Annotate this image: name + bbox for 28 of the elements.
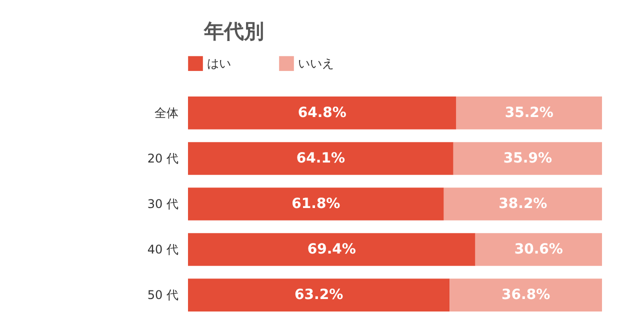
data-label: 38.2% [498,196,548,212]
bar [188,188,444,220]
y-tick-label: 40 代 [147,242,178,257]
data-label: 36.8% [502,287,550,304]
bar [453,142,602,175]
data-label: 69.4% [307,242,356,258]
bar [188,96,456,130]
data-label: 35.2% [504,104,554,121]
chart-title: 年代別 [203,19,264,43]
data-label: 35.9% [503,150,552,166]
bar [456,96,602,130]
data-label: 61.8% [292,196,340,212]
bar [188,142,454,175]
y-tick-label: 20 代 [147,151,178,166]
data-label: 64.1% [296,150,345,166]
legend-label: いいえ [298,56,334,71]
data-label: 63.2% [294,287,344,304]
bar [188,278,450,312]
data-label: 64.8% [298,104,346,121]
data-label: 30.6% [514,242,563,258]
bar [188,233,476,266]
y-tick-label: 50 代 [147,288,178,302]
bar [444,188,602,220]
y-tick-label: 30 代 [147,197,178,211]
y-tick-label: 全体 [154,106,178,120]
bar [475,233,602,266]
bar [450,278,602,312]
legend-label: はい [207,56,231,71]
